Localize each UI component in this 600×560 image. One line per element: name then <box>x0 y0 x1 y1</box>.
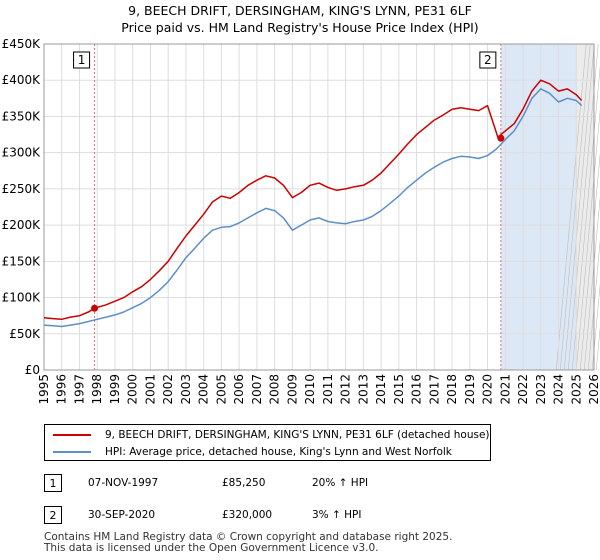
x-tick-label: 1999 <box>108 374 122 405</box>
x-tick-label: 1997 <box>72 374 86 405</box>
x-tick-label: 1996 <box>55 374 69 405</box>
x-tick-label: 2005 <box>214 374 228 405</box>
x-tick-label: 2003 <box>179 374 193 405</box>
x-tick-label: 2014 <box>374 374 388 405</box>
x-tick-label: 2016 <box>410 374 424 405</box>
x-tick-label: 2018 <box>445 374 459 405</box>
hatch-line <box>575 108 600 371</box>
future-hatch-area <box>576 44 594 370</box>
hatch-line <box>571 65 600 371</box>
y-tick-label: £400K <box>2 73 42 87</box>
sale-marker-badge: 2 <box>44 506 62 524</box>
x-tick-label: 2006 <box>232 374 246 405</box>
x-tick-label: 1995 <box>37 374 51 405</box>
x-tick-label: 2022 <box>516 374 530 405</box>
chart-title-block: 9, BEECH DRIFT, DERSINGHAM, KING'S LYNN,… <box>0 2 600 36</box>
x-tick-label: 2000 <box>126 374 140 405</box>
x-tick-label: 2024 <box>552 374 566 405</box>
y-tick-label: £0 <box>25 363 40 377</box>
chart-subtitle: Price paid vs. HM Land Registry's House … <box>121 20 479 35</box>
legend-label-hpi: HPI: Average price, detached house, King… <box>105 446 452 458</box>
sale-point <box>91 304 99 312</box>
hatch-line <box>559 43 591 371</box>
footer: Contains HM Land Registry data © Crown c… <box>44 532 452 554</box>
y-tick-label: £100K <box>2 291 42 305</box>
sale-date: 30-SEP-2020 <box>88 509 156 521</box>
x-tick-label: 2007 <box>250 374 264 405</box>
y-tick-label: £300K <box>2 146 42 160</box>
hatch-line <box>567 43 599 371</box>
sale-hpi-delta: 20% ↑ HPI <box>312 477 369 489</box>
x-tick-label: 2002 <box>161 374 175 405</box>
legend-swatch-property <box>53 434 91 436</box>
y-tick-label: £50K <box>9 327 41 341</box>
y-tick-label: £150K <box>2 254 42 268</box>
sale-price: £85,250 <box>222 477 266 489</box>
legend-label-property: 9, BEECH DRIFT, DERSINGHAM, KING'S LYNN,… <box>105 429 490 441</box>
plot-frame <box>43 43 595 371</box>
chart-title: 9, BEECH DRIFT, DERSINGHAM, KING'S LYNN,… <box>128 3 472 18</box>
y-tick-label: £450K <box>2 37 42 51</box>
footer-copyright: Contains HM Land Registry data © Crown c… <box>44 531 453 543</box>
legend-item-hpi: HPI: Average price, detached house, King… <box>53 444 452 460</box>
x-tick-label: 2010 <box>303 374 317 405</box>
sale-marker-box <box>479 51 497 69</box>
x-tick-label: 2017 <box>427 374 441 405</box>
x-tick-label: 2012 <box>339 374 353 405</box>
x-tick-label: 1998 <box>90 374 104 405</box>
y-tick-label: £350K <box>2 109 42 123</box>
sale-marker-label: 1 <box>78 53 86 67</box>
sale-marker-label: 2 <box>484 53 492 67</box>
sale-row-2: 2 30-SEP-2020 £320,000 3% ↑ HPI <box>44 506 594 526</box>
x-tick-label: 2001 <box>143 374 157 405</box>
x-tick-label: 2009 <box>285 374 299 405</box>
x-tick-label: 2025 <box>569 374 583 405</box>
sale-2-shade <box>500 44 577 370</box>
sale-marker-box <box>73 51 91 69</box>
legend-item-property: 9, BEECH DRIFT, DERSINGHAM, KING'S LYNN,… <box>53 427 490 443</box>
hatch-line <box>583 195 600 371</box>
footer-licence: This data is licensed under the Open Gov… <box>44 542 379 554</box>
legend-swatch-hpi <box>53 451 91 453</box>
sale-point <box>497 134 505 142</box>
x-tick-label: 2021 <box>498 374 512 405</box>
sale-row-1: 1 07-NOV-1997 £85,250 20% ↑ HPI <box>44 474 594 494</box>
y-tick-label: £200K <box>2 218 42 232</box>
hatch-line <box>579 152 600 371</box>
legend: 9, BEECH DRIFT, DERSINGHAM, KING'S LYNN,… <box>44 424 491 461</box>
x-tick-label: 2013 <box>356 374 370 405</box>
x-tick-label: 2015 <box>392 374 406 405</box>
sale-marker-badge: 1 <box>44 474 62 492</box>
y-tick-label: £250K <box>2 182 42 196</box>
x-tick-label: 2023 <box>534 374 548 405</box>
sale-price: £320,000 <box>222 509 273 521</box>
hatch-line <box>587 239 600 371</box>
chart: £0 £50K £100K £150K £200K £250K £300K £350K £400… <box>2 37 600 405</box>
hatch-line <box>591 282 600 371</box>
hpi-line <box>43 88 583 328</box>
x-tick-label: 2020 <box>481 374 495 405</box>
hatch-line <box>555 43 587 371</box>
sale-date: 07-NOV-1997 <box>88 477 159 489</box>
x-tick-label: 2019 <box>463 374 477 405</box>
x-tick-label: 2026 <box>587 374 600 405</box>
x-tick-label: 2004 <box>197 374 211 405</box>
x-tick-label: 2008 <box>268 374 282 405</box>
x-tick-label: 2011 <box>321 374 335 405</box>
sale-hpi-delta: 3% ↑ HPI <box>312 509 362 521</box>
hatch-line <box>563 43 595 371</box>
